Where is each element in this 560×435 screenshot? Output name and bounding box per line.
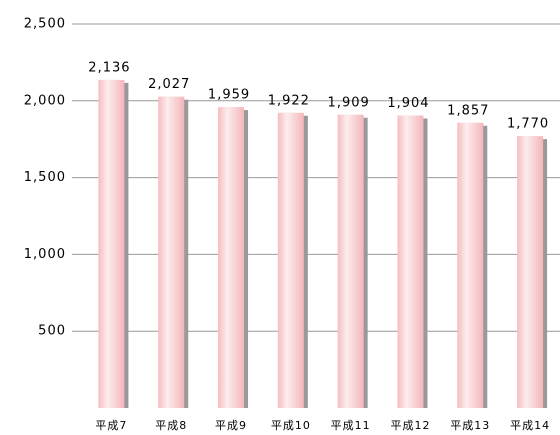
bar-shine: [337, 114, 364, 409]
x-tick-label: 平成12: [390, 419, 430, 432]
x-tick-label: 平成14: [510, 419, 550, 432]
value-label: 1,922: [268, 93, 310, 108]
x-tick-label: 平成13: [450, 419, 490, 432]
bar-shine: [158, 96, 185, 408]
y-tick-label: 1,000: [24, 247, 66, 262]
y-tick-label: 2,500: [24, 17, 66, 32]
value-label: 1,904: [387, 96, 429, 111]
x-tick-label: 平成8: [155, 419, 187, 432]
x-tick-label: 平成11: [331, 419, 371, 432]
x-tick-label: 平成10: [271, 419, 311, 432]
y-tick-label: 1,500: [24, 170, 66, 185]
y-tick-label: 2,000: [24, 93, 66, 108]
value-label: 1,909: [328, 95, 370, 110]
bar-shine: [218, 107, 245, 409]
bar-shine: [397, 115, 424, 409]
value-label: 1,770: [507, 117, 549, 132]
value-label: 1,857: [447, 103, 489, 118]
value-label: 2,027: [148, 77, 190, 92]
value-label: 1,959: [208, 88, 250, 103]
y-tick-label: 500: [38, 324, 66, 339]
x-tick-label: 平成9: [215, 419, 247, 432]
bar-shine: [98, 79, 125, 408]
value-label: 2,136: [88, 60, 130, 75]
bar-shine: [277, 112, 304, 409]
bar-shine: [517, 136, 544, 409]
x-tick-label: 平成7: [95, 419, 127, 432]
bar-shine: [457, 122, 484, 408]
